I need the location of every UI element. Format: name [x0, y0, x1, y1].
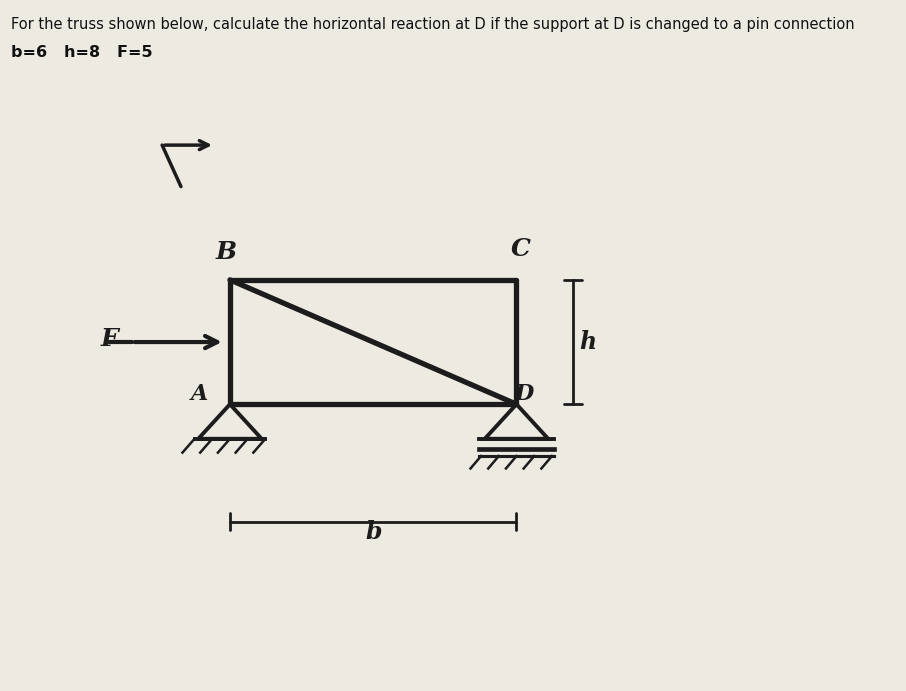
- Text: For the truss shown below, calculate the horizontal reaction at D if the support: For the truss shown below, calculate the…: [11, 17, 855, 32]
- Text: h: h: [580, 330, 597, 354]
- Text: A: A: [191, 383, 208, 405]
- Text: B: B: [216, 240, 236, 264]
- Text: C: C: [510, 237, 530, 261]
- Text: F: F: [101, 327, 118, 350]
- Text: b: b: [365, 520, 381, 544]
- Text: D: D: [515, 383, 534, 405]
- Text: b=6   h=8   F=5: b=6 h=8 F=5: [11, 45, 153, 60]
